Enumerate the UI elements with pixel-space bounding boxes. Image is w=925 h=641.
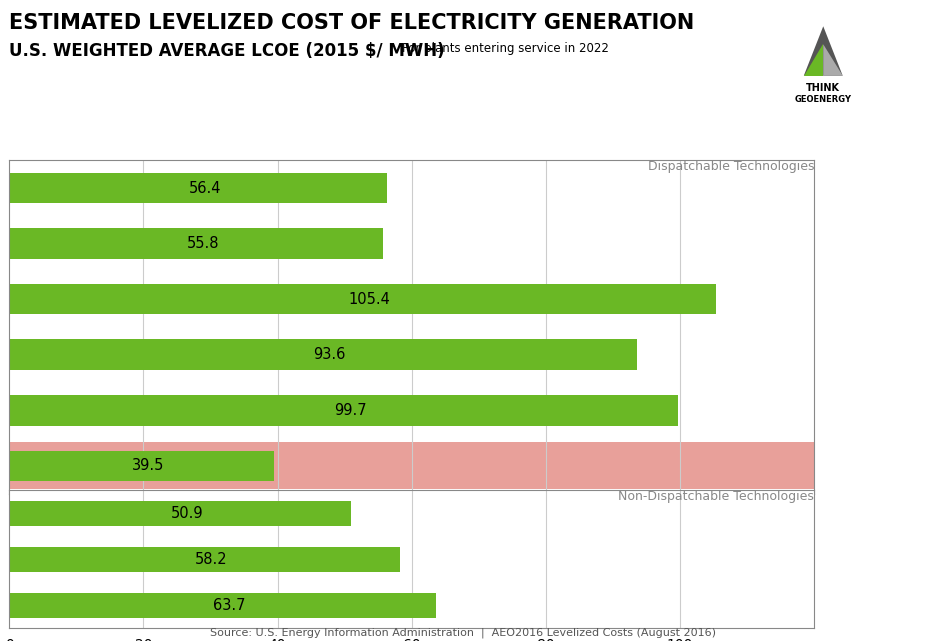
Text: Source: U.S. Energy Information Administration  |  AEO2016 Levelized Costs (Augu: Source: U.S. Energy Information Administ… — [209, 628, 716, 638]
Bar — [9, 592, 437, 618]
Bar — [9, 228, 384, 259]
Bar — [9, 395, 678, 426]
Text: U.S. WEIGHTED AVERAGE LCOE (2015 $/ MWH): U.S. WEIGHTED AVERAGE LCOE (2015 $/ MWH) — [9, 42, 445, 60]
Text: Non-Dispatchable Technologies: Non-Dispatchable Technologies — [618, 490, 814, 503]
Bar — [9, 547, 400, 572]
Text: 39.5: 39.5 — [132, 458, 165, 473]
Bar — [9, 442, 925, 490]
Polygon shape — [804, 26, 843, 76]
Text: 99.7: 99.7 — [334, 403, 366, 418]
Text: 58.2: 58.2 — [195, 552, 228, 567]
Text: ESTIMATED LEVELIZED COST OF ELECTRICITY GENERATION: ESTIMATED LEVELIZED COST OF ELECTRICITY … — [9, 13, 695, 33]
Bar — [9, 284, 716, 315]
Bar — [9, 501, 351, 526]
Bar — [9, 451, 274, 481]
Text: 105.4: 105.4 — [349, 292, 390, 306]
Bar — [9, 173, 388, 203]
Bar — [9, 340, 637, 370]
Text: 56.4: 56.4 — [189, 181, 221, 196]
Text: For plants entering service in 2022: For plants entering service in 2022 — [402, 42, 610, 54]
Polygon shape — [823, 44, 843, 76]
Polygon shape — [804, 44, 823, 76]
Text: 93.6: 93.6 — [314, 347, 346, 362]
Text: GEOENERGY: GEOENERGY — [795, 96, 852, 104]
Text: 50.9: 50.9 — [170, 506, 203, 521]
Text: 55.8: 55.8 — [187, 236, 219, 251]
Text: THINK: THINK — [807, 83, 840, 93]
Text: Dispatchable Technologies: Dispatchable Technologies — [648, 160, 814, 173]
Text: 63.7: 63.7 — [214, 597, 246, 613]
